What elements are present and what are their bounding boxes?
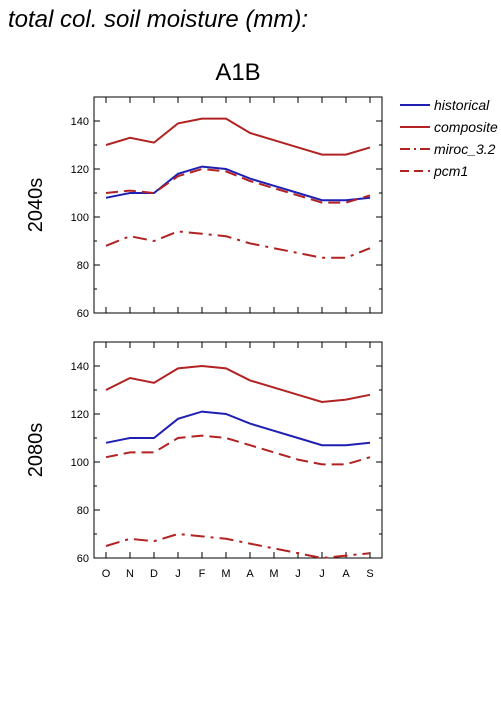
y-tick-label: 60: [77, 308, 89, 320]
y-tick-label: 120: [71, 409, 89, 421]
series-line-pcm1-2080s: [105, 434, 371, 466]
x-tick-label: J: [319, 568, 325, 580]
series-line-composite-2080s: [105, 364, 371, 404]
y-tick-label: 100: [71, 212, 89, 224]
series-line-composite-2040s: [105, 117, 371, 156]
x-tick-label: M: [269, 568, 278, 580]
y-tick-label: 80: [77, 505, 89, 517]
y-tick-label: 120: [71, 164, 89, 176]
x-tick-label: N: [126, 568, 134, 580]
x-tick-label: A: [246, 568, 254, 580]
plot-frame-2040s: [93, 96, 383, 314]
x-tick-label: J: [175, 568, 181, 580]
legend-label-composite: composite: [434, 119, 498, 135]
x-tick-label: M: [221, 568, 230, 580]
x-tick-label: F: [199, 568, 206, 580]
legend-label-historical: historical: [434, 97, 490, 113]
x-tick-label: D: [150, 568, 158, 580]
series-line-miroc_3.2-2040s: [105, 230, 371, 259]
x-tick-label: J: [295, 568, 301, 580]
scenario-title: A1B: [215, 59, 260, 86]
series-line-miroc_3.2-2080s: [105, 532, 371, 560]
legend-label-pcm1: pcm1: [433, 163, 468, 179]
page-title: total col. soil moisture (mm):: [8, 6, 309, 33]
legend-label-miroc_3.2: miroc_3.2: [434, 141, 496, 157]
x-tick-label: S: [366, 568, 373, 580]
x-tick-label: A: [342, 568, 350, 580]
y-tick-label: 140: [71, 361, 89, 373]
series-line-historical-2040s: [105, 165, 371, 202]
series-line-pcm1-2040s: [105, 167, 371, 204]
y-tick-label: 140: [71, 116, 89, 128]
x-tick-label: O: [102, 568, 111, 580]
row-label-2080s: 2080s: [25, 423, 47, 478]
plot-frame-2080s: [93, 341, 383, 559]
y-tick-label: 100: [71, 457, 89, 469]
y-tick-label: 60: [77, 553, 89, 565]
row-label-2040s: 2040s: [25, 178, 47, 233]
y-tick-label: 80: [77, 260, 89, 272]
series-line-historical-2080s: [105, 410, 371, 447]
